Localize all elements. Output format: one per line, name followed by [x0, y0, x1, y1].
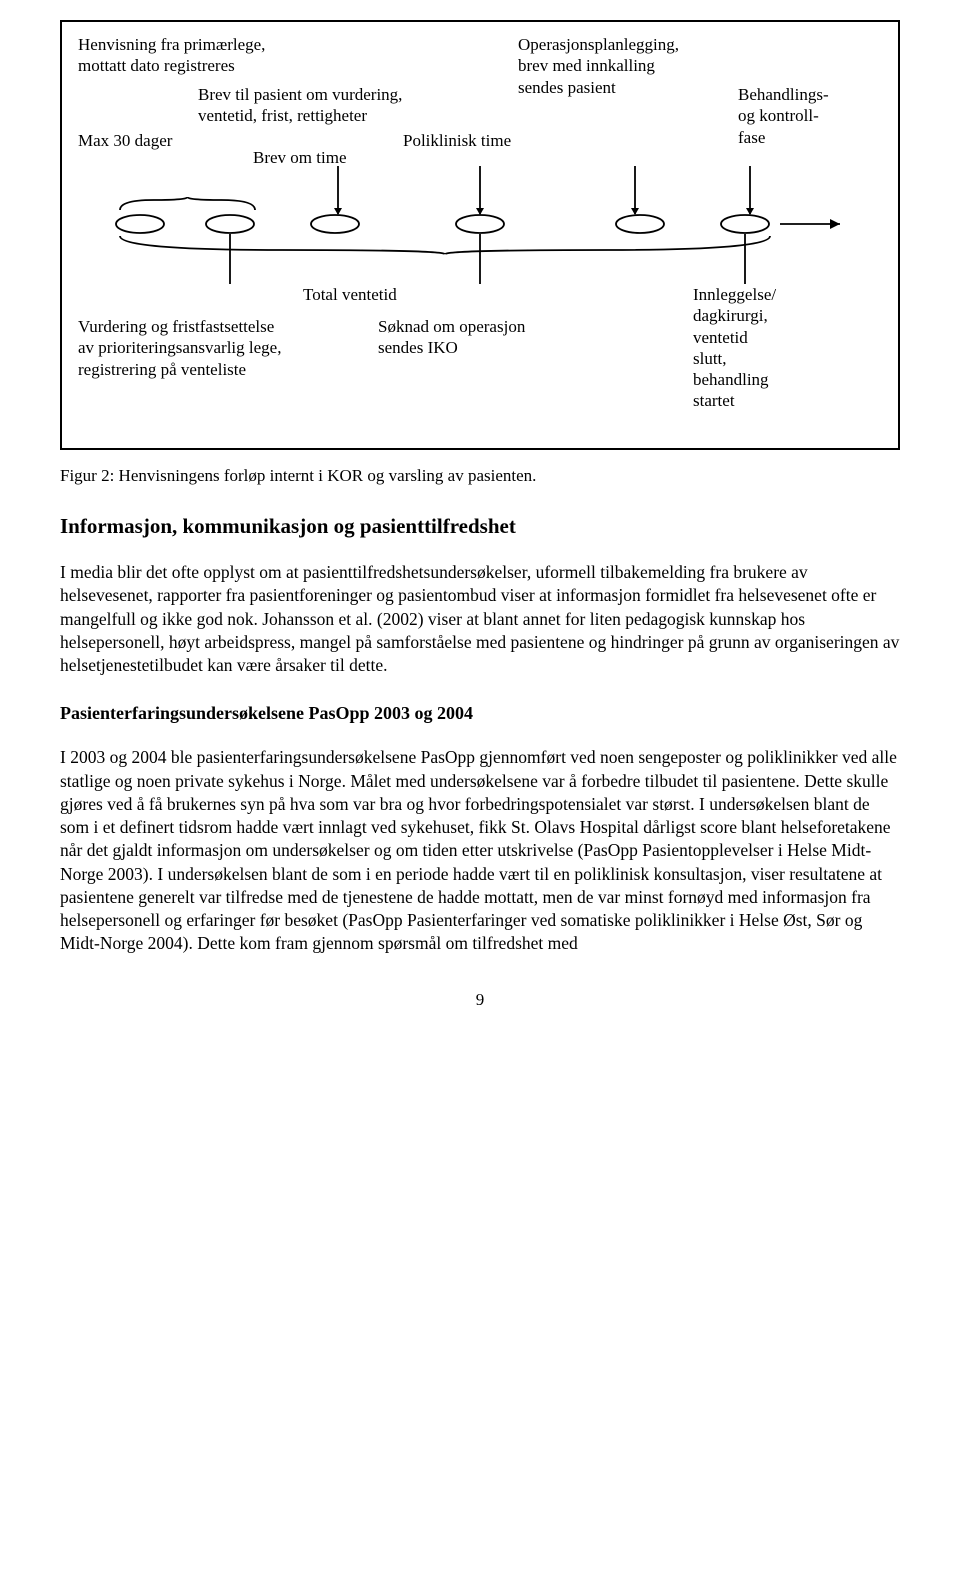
label-operasjon: Operasjonsplanlegging, brev med innkalli… — [518, 34, 728, 98]
paragraph-1: I media blir det ofte opplyst om at pasi… — [60, 561, 900, 677]
label-henvisning: Henvisning fra primærlege, mottatt dato … — [78, 34, 328, 77]
diagram-top-labels: Henvisning fra primærlege, mottatt dato … — [78, 34, 882, 164]
subheading: Pasienterfaringsundersøkelsene PasOpp 20… — [60, 703, 900, 724]
paragraph-2: I 2003 og 2004 ble pasienterfaringsunder… — [60, 746, 900, 955]
label-vurdering: Vurdering og fristfastsettelse av priori… — [78, 316, 348, 380]
section-title: Informasjon, kommunikasjon og pasienttil… — [60, 514, 900, 539]
label-brev-om-time: Brev om time — [253, 147, 346, 168]
label-soknad: Søknad om operasjon sendes IKO — [378, 316, 578, 359]
label-max30: Max 30 dager — [78, 130, 172, 151]
timeline-svg — [78, 164, 882, 284]
label-behandling: Behandlings- og kontroll- fase — [738, 84, 888, 148]
label-innleggelse: Innleggelse/ dagkirurgi, ventetid slutt,… — [693, 284, 853, 412]
process-diagram: Henvisning fra primærlege, mottatt dato … — [60, 20, 900, 450]
diagram-bottom-labels: Total ventetid Vurdering og fristfastset… — [78, 284, 882, 424]
label-total-ventetid: Total ventetid — [303, 284, 397, 305]
label-brev-vurdering: Brev til pasient om vurdering, ventetid,… — [198, 84, 478, 127]
figure-caption: Figur 2: Henvisningens forløp internt i … — [60, 466, 900, 486]
page-number: 9 — [60, 990, 900, 1010]
label-poliklinisk: Poliklinisk time — [403, 130, 511, 151]
